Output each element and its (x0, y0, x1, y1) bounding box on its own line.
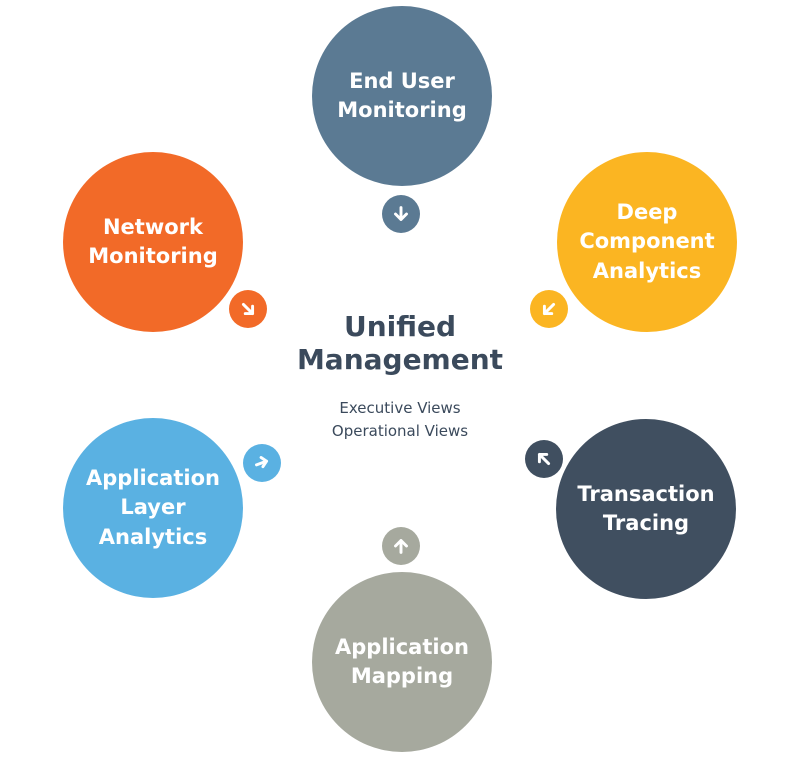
center-title: Unified Management (280, 310, 520, 376)
center-title-line1: Unified (343, 310, 457, 343)
application-mapping-label: Application Mapping (335, 634, 469, 688)
transaction-tracing-node: Transaction Tracing (556, 419, 736, 599)
network-monitoring-label: Network Monitoring (88, 214, 218, 268)
network-monitoring-node: Network Monitoring (63, 152, 243, 332)
center-title-line2: Management (296, 343, 504, 377)
end-user-monitoring-label: End User Monitoring (337, 68, 467, 122)
deep-component-analytics-label: Deep Component Analytics (579, 199, 715, 283)
application-layer-analytics-node: Application Layer Analytics (63, 418, 243, 598)
arrow-down-icon (382, 195, 420, 233)
arrow-right-icon (243, 444, 281, 482)
arrow-up-left-icon (525, 440, 563, 478)
transaction-tracing-label: Transaction Tracing (577, 481, 715, 535)
center-subtitle: Executive Views Operational Views (280, 397, 520, 442)
arrow-down-left-icon (530, 290, 568, 328)
executive-views-label: Executive Views (339, 399, 461, 417)
application-layer-analytics-label: Application Layer Analytics (86, 465, 220, 549)
operational-views-label: Operational Views (331, 421, 469, 440)
arrow-up-icon (382, 527, 420, 565)
arrow-down-right-icon (229, 290, 267, 328)
application-mapping-node: Application Mapping (312, 572, 492, 752)
end-user-monitoring-node: End User Monitoring (312, 6, 492, 186)
deep-component-analytics-node: Deep Component Analytics (557, 152, 737, 332)
